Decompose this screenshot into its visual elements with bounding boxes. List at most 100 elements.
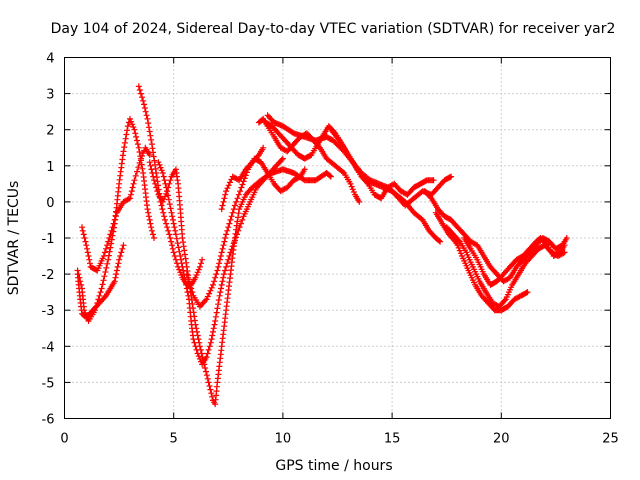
data-point	[98, 285, 105, 292]
data-point	[153, 184, 160, 191]
data-point	[240, 178, 247, 185]
data-point	[455, 237, 462, 244]
data-point	[183, 271, 190, 278]
series-arc-15	[443, 224, 568, 310]
data-point	[204, 350, 211, 357]
y-tick-label: 0	[46, 196, 54, 211]
data-point	[140, 97, 147, 104]
data-point	[128, 188, 135, 195]
data-point	[210, 328, 216, 335]
data-point	[184, 274, 191, 281]
data-point	[141, 105, 148, 111]
data-point	[215, 301, 222, 308]
data-point	[113, 267, 120, 274]
data-point	[186, 278, 192, 285]
data-point	[454, 242, 461, 249]
data-point	[214, 305, 221, 312]
data-point	[171, 253, 178, 259]
data-point	[130, 124, 137, 130]
series-path	[138, 86, 203, 286]
data-point	[99, 281, 106, 288]
data-point	[168, 209, 175, 216]
data-point	[146, 216, 153, 223]
y-tick-label: -4	[42, 340, 55, 355]
data-point	[106, 235, 113, 241]
data-point	[139, 152, 145, 159]
data-point	[203, 368, 209, 375]
data-point	[327, 173, 334, 180]
data-point	[95, 296, 102, 303]
data-point	[166, 201, 173, 208]
data-point	[139, 165, 146, 172]
data-point	[239, 216, 246, 223]
data-point	[152, 180, 159, 187]
data-point	[80, 231, 87, 238]
y-tick-label: -6	[42, 413, 55, 428]
data-point	[203, 372, 210, 379]
data-point	[194, 350, 201, 357]
data-point	[159, 170, 166, 176]
data-point	[191, 339, 198, 346]
data-point	[212, 274, 219, 281]
data-point	[171, 224, 178, 231]
series-arc-8	[218, 144, 267, 213]
data-point	[209, 393, 216, 400]
data-point	[163, 220, 170, 227]
data-point	[86, 256, 93, 263]
data-point	[169, 245, 176, 252]
y-tick-label: 1	[46, 160, 54, 175]
data-point	[218, 249, 225, 256]
data-point	[134, 141, 141, 148]
data-point	[178, 256, 184, 263]
data-point	[92, 307, 99, 314]
data-point	[437, 238, 444, 245]
data-point	[448, 173, 455, 180]
data-point	[430, 177, 437, 184]
data-point	[207, 339, 214, 346]
data-point	[202, 365, 209, 371]
data-point	[172, 256, 179, 263]
data-point	[226, 220, 233, 227]
data-point	[104, 242, 111, 249]
data-point	[179, 263, 186, 270]
data-point	[212, 313, 219, 320]
data-point	[543, 241, 550, 247]
data-point	[180, 267, 187, 274]
data-point	[235, 191, 242, 198]
data-point	[112, 213, 119, 220]
data-point	[83, 242, 90, 249]
data-point	[356, 198, 363, 205]
data-point	[77, 278, 84, 285]
data-point	[203, 354, 210, 361]
x-tick-label: 15	[384, 432, 401, 447]
data-point	[148, 227, 155, 234]
data-point	[158, 167, 165, 174]
data-point	[170, 216, 176, 223]
data-point	[227, 179, 233, 186]
data-point	[142, 108, 149, 115]
data-point	[75, 271, 82, 278]
data-point	[105, 252, 112, 259]
data-point	[113, 271, 120, 278]
data-point	[82, 238, 89, 245]
series-arc-3	[79, 144, 153, 274]
data-point	[149, 170, 156, 176]
data-point	[150, 153, 157, 160]
data-point	[224, 185, 231, 192]
series-arc-16	[461, 235, 568, 288]
data-point	[94, 300, 101, 306]
data-point	[135, 144, 142, 151]
data-point	[212, 318, 219, 324]
data-point	[148, 136, 155, 143]
data-point	[222, 191, 229, 198]
y-tick-label: -1	[42, 232, 55, 247]
data-point	[85, 253, 92, 259]
data-point	[223, 263, 230, 270]
data-point	[179, 235, 186, 241]
data-point	[239, 181, 246, 188]
data-point	[238, 184, 245, 191]
data-point	[176, 266, 183, 273]
data-point	[235, 227, 242, 234]
x-tick-label: 25	[602, 432, 619, 447]
